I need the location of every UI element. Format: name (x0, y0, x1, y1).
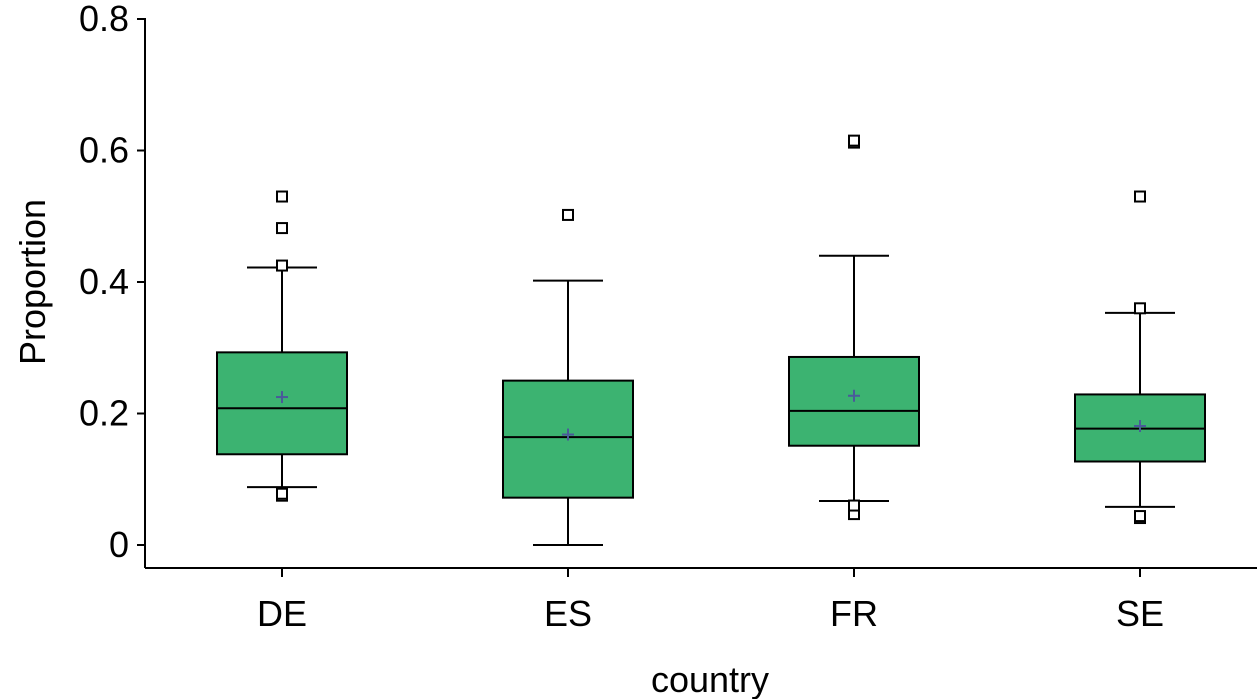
y-ticks: 0 0.2 0.4 0.6 0.8 (79, 0, 145, 565)
box-fr (788, 134, 920, 521)
x-axis-title: country (651, 659, 769, 699)
x-tick-label: ES (544, 593, 592, 634)
box-de (216, 190, 348, 502)
iqr-box (216, 351, 348, 456)
outlier-point (562, 208, 574, 221)
box-se (1074, 190, 1206, 525)
outlier-point (1134, 190, 1146, 203)
box-es (502, 208, 634, 546)
outlier-point (276, 487, 288, 500)
outlier-point (848, 499, 860, 512)
y-tick-label: 0.6 (79, 130, 129, 171)
x-tick-label: DE (257, 593, 307, 634)
x-tick-label: SE (1116, 593, 1164, 634)
x-tick-label: FR (830, 593, 878, 634)
y-tick-label: 0.8 (79, 0, 129, 39)
outlier-point (276, 190, 288, 203)
outlier-point (1134, 510, 1146, 523)
boxes (216, 134, 1206, 546)
outlier-point (276, 259, 288, 272)
y-tick-label: 0 (109, 524, 129, 565)
y-tick-label: 0.2 (79, 393, 129, 434)
outlier-point (276, 222, 288, 235)
y-axis-title: Proportion (12, 199, 53, 365)
outlier-point (1134, 302, 1146, 315)
y-tick-label: 0.4 (79, 261, 129, 302)
axes (144, 18, 1257, 569)
outlier-point (848, 134, 860, 147)
x-ticks: DE ES FR SE (257, 568, 1164, 634)
